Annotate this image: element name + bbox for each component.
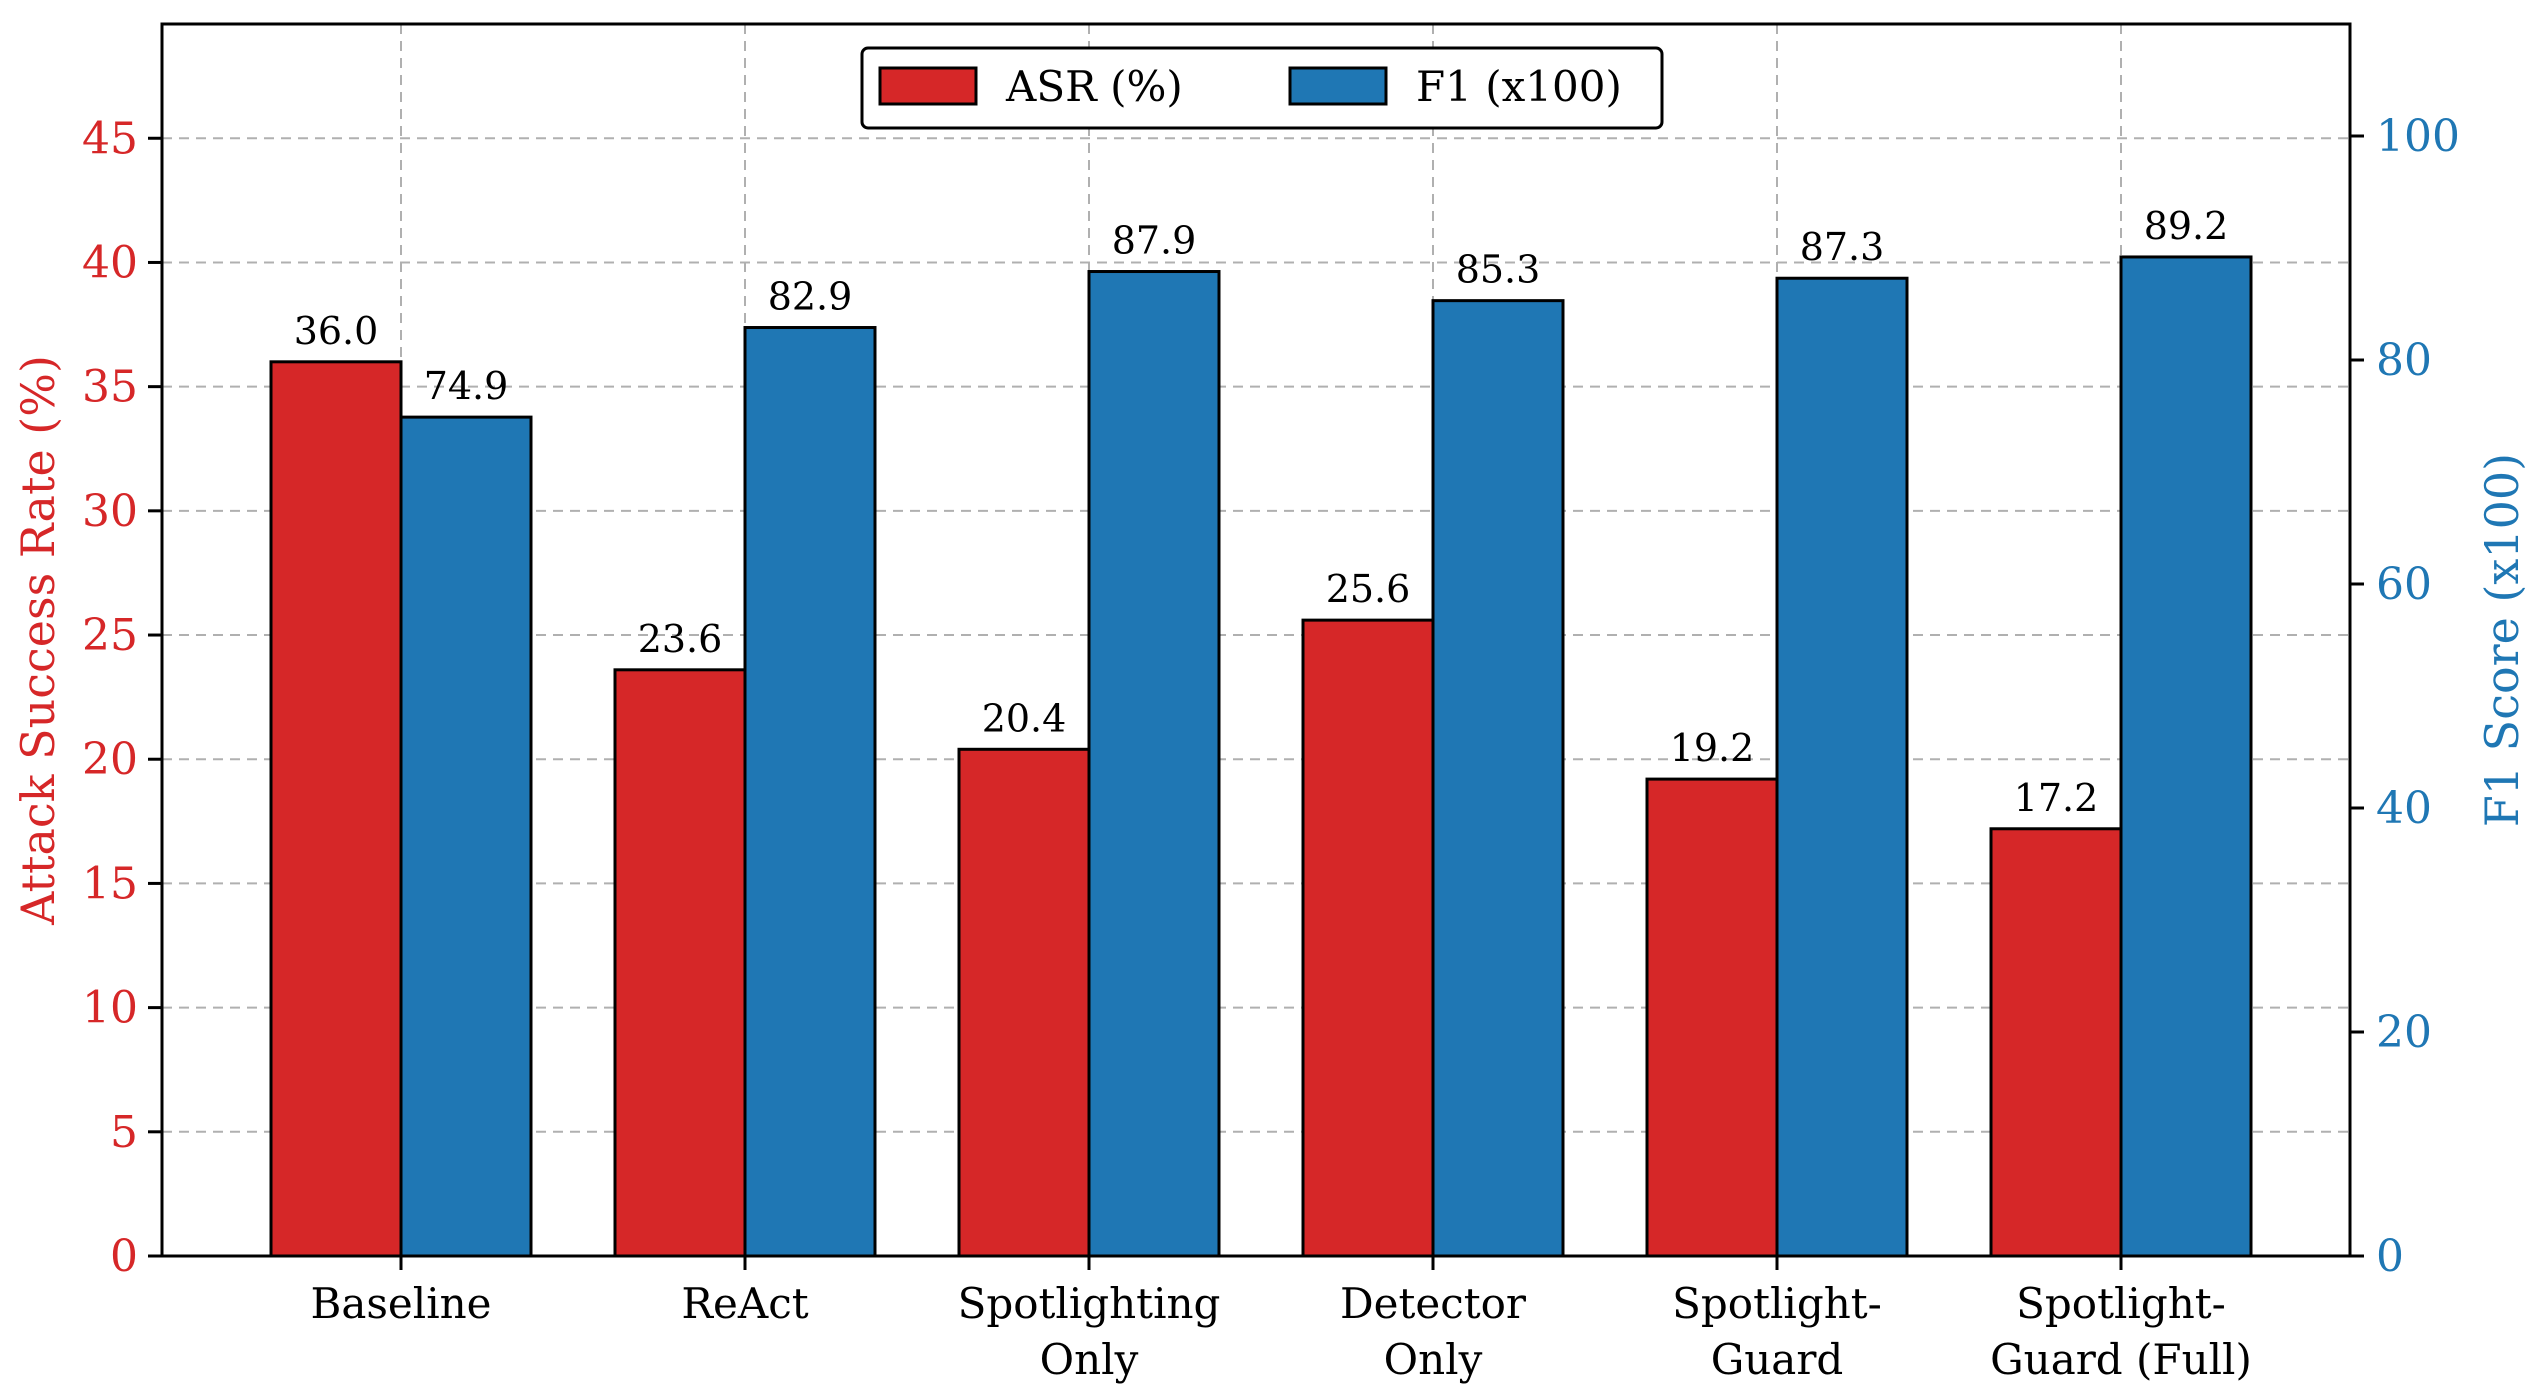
category-label-line: Detector (1340, 1279, 1527, 1328)
value-label-asr-1: 23.6 (638, 617, 723, 661)
category-label-line: Only (1040, 1335, 1139, 1384)
plot-frame (160, 22, 2352, 1258)
bar-f1-0 (399, 415, 533, 1258)
tick-label-right-80: 80 (2376, 335, 2432, 386)
bar-asr-5 (1989, 827, 2123, 1258)
bar-f1-5 (2119, 255, 2253, 1258)
value-label-asr-4: 19.2 (1670, 726, 1755, 770)
value-label-f1-3: 85.3 (1456, 248, 1541, 292)
bar-asr-4 (1645, 777, 1779, 1258)
tick-label-left-10: 10 (82, 983, 138, 1034)
category-label-4: Spotlight- Guard (1672, 1279, 1882, 1384)
category-label-line: Baseline (310, 1279, 491, 1328)
bar-f1-4 (1775, 276, 1909, 1258)
value-label-asr-2: 20.4 (982, 696, 1067, 740)
category-label-line: Only (1384, 1335, 1483, 1384)
category-label-line: Spotlight- (1672, 1279, 1882, 1328)
value-label-f1-4: 87.3 (1800, 225, 1885, 269)
value-label-f1-2: 87.9 (1112, 219, 1197, 263)
tick-label-left-20: 20 (82, 734, 138, 785)
category-label-3: Detector Only (1340, 1279, 1527, 1384)
tick-label-right-60: 60 (2376, 559, 2432, 610)
tick-label-left-35: 35 (82, 362, 138, 413)
legend-box (860, 46, 1664, 130)
value-labels: 36.0 74.9 23.6 82.9 20.4 87.9 25.6 85.3 19.2 87.3… (294, 204, 2229, 820)
value-label-f1-0: 74.9 (424, 364, 509, 408)
bar-asr-1 (613, 668, 747, 1258)
category-label-line: Spotlight- (2016, 1279, 2226, 1328)
category-label-0: Baseline (310, 1279, 491, 1328)
value-label-asr-0: 36.0 (294, 309, 379, 353)
category-label-2: Spotlighting Only (958, 1279, 1221, 1384)
tick-label-right-100: 100 (2376, 111, 2460, 162)
bar-asr-2 (957, 747, 1091, 1258)
legend: ASR (%) F1 (x100) (860, 46, 1664, 130)
category-label-line: ReAct (681, 1279, 808, 1328)
category-label-line: Guard (Full) (1990, 1335, 2252, 1384)
tick-label-right-20: 20 (2376, 1007, 2432, 1058)
legend-label-f1: F1 (x100) (1416, 62, 1622, 111)
tick-label-left-5: 5 (110, 1107, 138, 1158)
tick-label-left-25: 25 (82, 610, 138, 661)
value-label-asr-5: 17.2 (2014, 776, 2099, 820)
tick-label-left-15: 15 (82, 858, 138, 909)
tick-label-right-40: 40 (2376, 783, 2432, 834)
legend-swatch-f1 (1288, 66, 1388, 106)
bar-f1-3 (1431, 299, 1565, 1258)
tick-label-left-40: 40 (82, 237, 138, 288)
value-label-asr-3: 25.6 (1326, 567, 1411, 611)
tick-label-left-30: 30 (82, 486, 138, 537)
bar-f1-1 (743, 326, 877, 1258)
tick-label-right-0: 0 (2376, 1231, 2404, 1282)
tick-label-left-0: 0 (110, 1231, 138, 1282)
y-axis-title-left: Attack Success Rate (%) (11, 355, 65, 926)
bar-asr-0 (269, 360, 403, 1258)
y-axis-title-right: F1 Score (x100) (2475, 453, 2529, 827)
bar-asr-3 (1301, 618, 1435, 1258)
bars (269, 255, 2253, 1258)
legend-label-asr: ASR (%) (1005, 62, 1183, 111)
category-label-line: Guard (1711, 1335, 1844, 1384)
category-label-line: Spotlighting (958, 1279, 1221, 1328)
value-label-f1-1: 82.9 (768, 275, 853, 319)
tick-label-left-45: 45 (82, 113, 138, 164)
category-label-5: Spotlight- Guard (Full) (1990, 1279, 2252, 1384)
value-label-f1-5: 89.2 (2144, 204, 2229, 248)
axes: 0 5 10 15 20 25 30 35 40 45 0 20 40 60 80 100 Baseline Re… (11, 22, 2529, 1384)
category-label-1: ReAct (681, 1279, 808, 1328)
legend-swatch-asr (878, 66, 978, 106)
bar-f1-2 (1087, 270, 1221, 1258)
